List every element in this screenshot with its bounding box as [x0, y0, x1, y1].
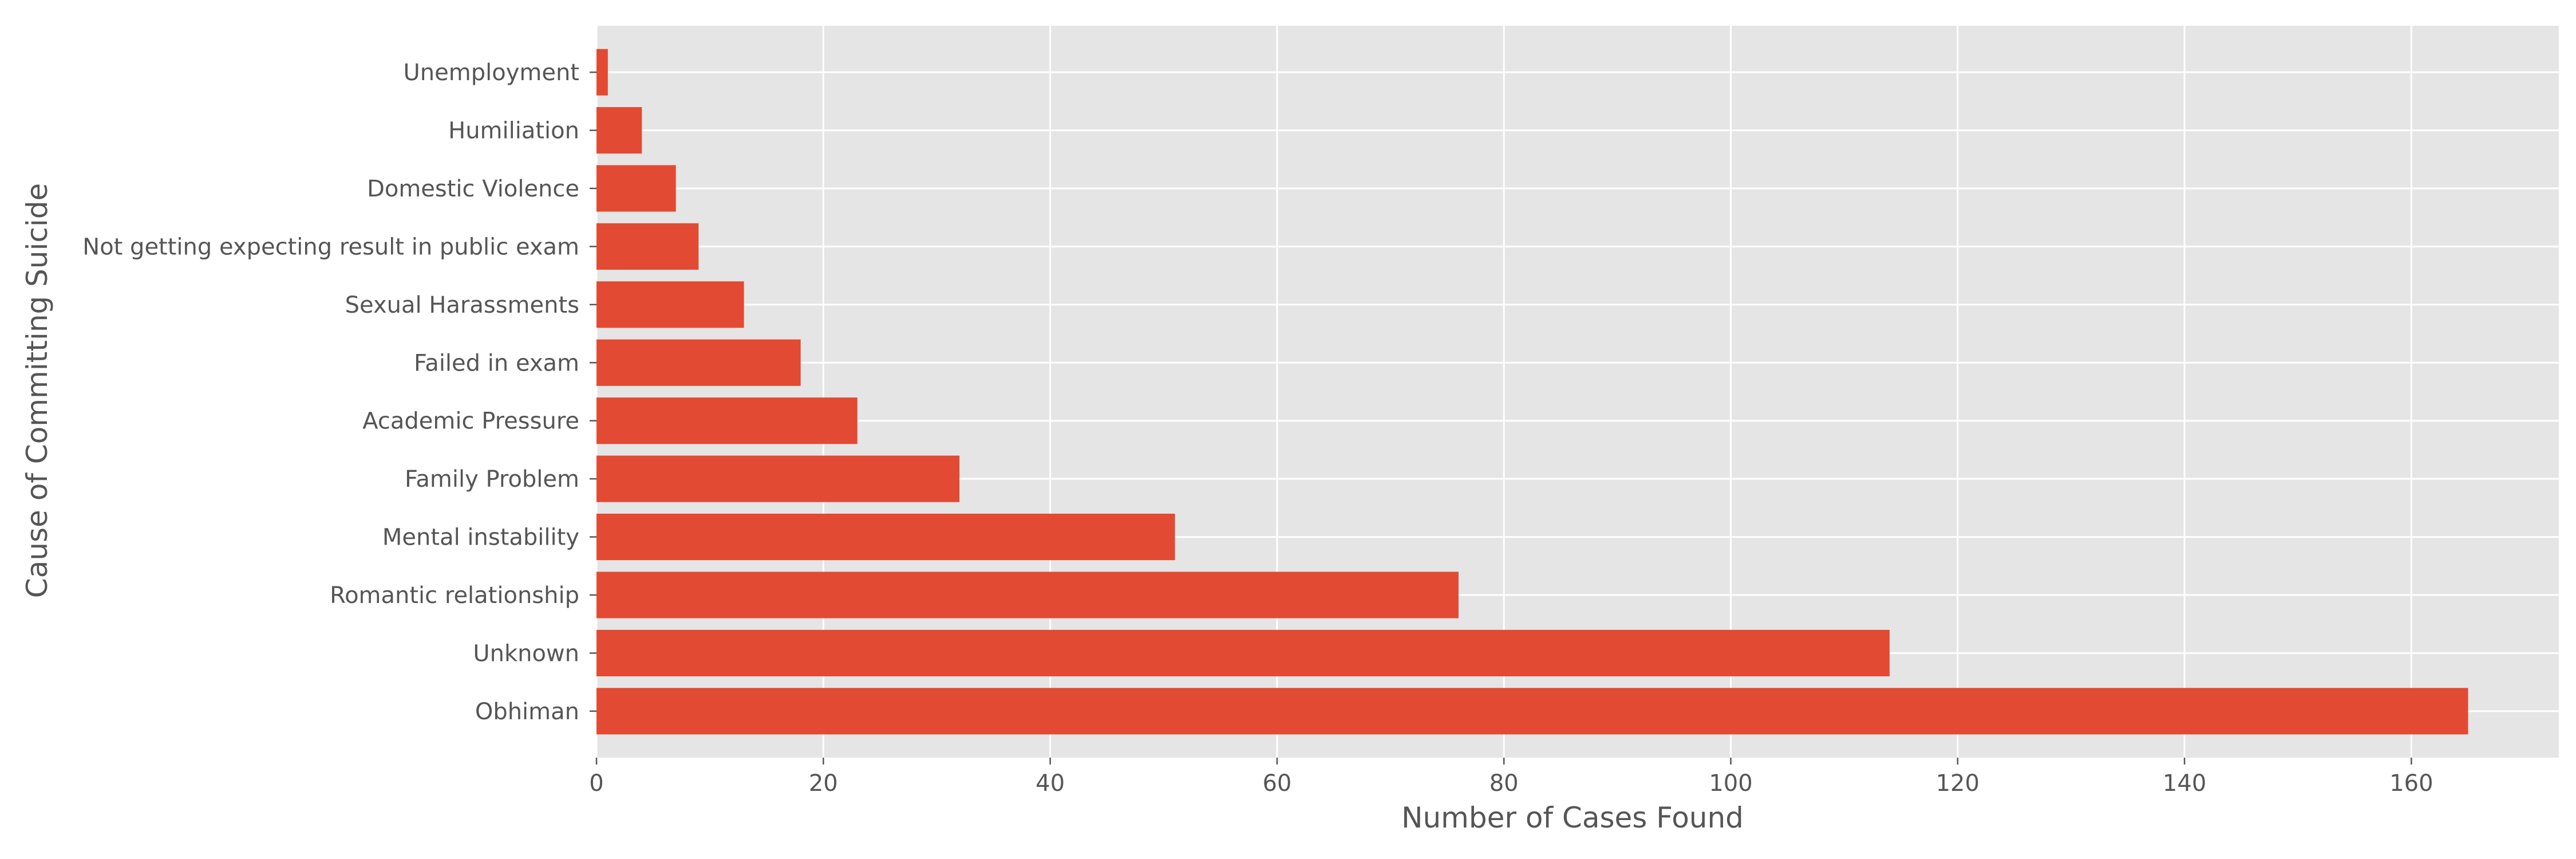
y-tick-label: Not getting expecting result in public e… [82, 234, 579, 260]
bars [596, 49, 2468, 735]
y-tick-label: Mental instability [382, 525, 579, 551]
x-tick-label: 60 [1262, 770, 1291, 797]
bar [596, 165, 676, 212]
bar [596, 514, 1175, 561]
bar [596, 397, 858, 444]
bar [596, 281, 744, 328]
x-tick-label: 40 [1036, 770, 1065, 797]
x-tick-label: 100 [1709, 770, 1752, 797]
x-ticks: 0 20 40 60 80 100 120 140 160 [589, 758, 2433, 797]
y-tick-label: Sexual Harassments [345, 292, 579, 318]
x-axis-title: Number of Cases Found [1401, 801, 1744, 834]
y-tick-label: Humiliation [448, 118, 579, 144]
y-tick-label: Romantic relationship [330, 582, 579, 609]
bar [596, 49, 608, 96]
y-tick-label: Failed in exam [414, 350, 579, 376]
x-tick-label: 120 [1936, 770, 1980, 797]
bar [596, 339, 801, 386]
bar [596, 107, 642, 154]
bar [596, 572, 1459, 618]
x-tick-label: 80 [1490, 770, 1519, 797]
y-ticks: Obhiman Unknown Romantic relationship Menta… [82, 60, 596, 725]
x-tick-label: 160 [2389, 770, 2433, 797]
bar [596, 629, 1890, 676]
y-tick-label: Academic Pressure [362, 408, 579, 435]
y-tick-label: Obhiman [475, 699, 579, 725]
bar [596, 688, 2468, 735]
x-tick-label: 0 [589, 770, 603, 797]
y-tick-label: Family Problem [405, 466, 579, 492]
y-tick-label: Unemployment [404, 60, 579, 86]
x-tick-label: 20 [809, 770, 838, 797]
y-tick-label: Unknown [473, 640, 579, 667]
y-tick-label: Domestic Violence [367, 176, 579, 202]
bar [596, 455, 960, 502]
x-tick-label: 140 [2163, 770, 2206, 797]
bar [596, 223, 699, 270]
y-axis-title: Cause of Committing Suicide [21, 183, 54, 598]
